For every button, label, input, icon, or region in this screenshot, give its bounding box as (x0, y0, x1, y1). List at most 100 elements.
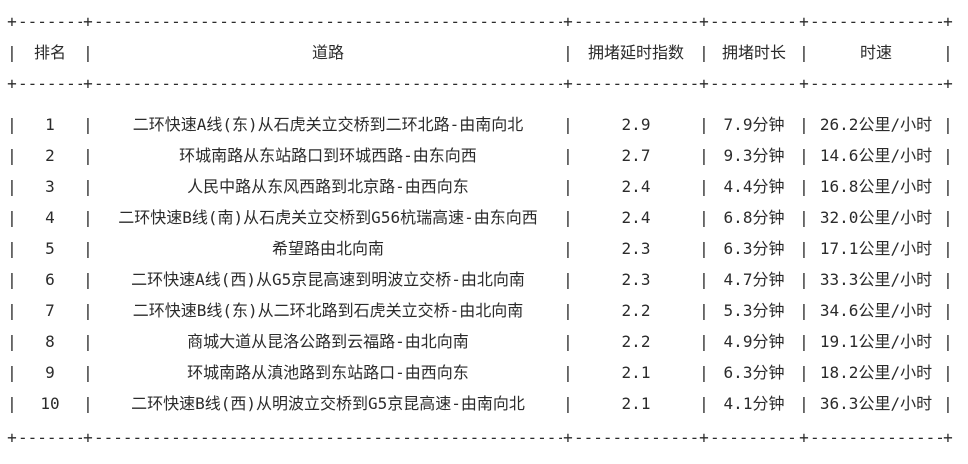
column-separator: | (563, 43, 573, 62)
column-separator: | (563, 208, 573, 227)
border-dash: ----------------------------------------… (18, 12, 82, 31)
cell-delay-index: 2.4 (621, 208, 651, 227)
border-joint: + (563, 74, 573, 93)
column-separator: | (943, 208, 953, 227)
column-separator: | (83, 43, 93, 62)
cell-delay-index: 2.3 (621, 239, 651, 258)
border-joint: + (7, 74, 17, 93)
column-separator: | (799, 43, 809, 62)
cell-delay-index: 2.3 (621, 270, 651, 289)
cell-duration: 7.9分钟 (723, 115, 785, 134)
column-separator: | (7, 177, 17, 196)
column-separator: | (943, 332, 953, 351)
cell-road: 人民中路从东风西路到北京路-由西向东 (187, 177, 469, 196)
column-separator: | (699, 301, 709, 320)
table-row: | 8 | 商城大道从昆洛公路到云福路-由北向南 | 2.2 | 4.9分钟 |… (6, 326, 968, 357)
column-separator: | (563, 115, 573, 134)
column-separator: | (563, 394, 573, 413)
border-dash: ----------------------------------------… (810, 428, 942, 447)
cell-delay-index: 2.1 (621, 363, 651, 382)
cell-road: 二环快速B线(南)从石虎关立交桥到G56杭瑞高速-由东向西 (118, 208, 538, 227)
column-separator: | (83, 239, 93, 258)
table-row: | 5 | 希望路由北向南 | 2.3 | 6.3分钟 | 17.1公里/小时 … (6, 233, 968, 264)
column-separator: | (563, 177, 573, 196)
cell-road: 二环快速A线(西)从G5京昆高速到明波立交桥-由北向南 (131, 270, 525, 289)
border-joint: + (799, 74, 809, 93)
table-row: | 7 | 二环快速B线(东)从二环北路到石虎关立交桥-由北向南 | 2.2 |… (6, 295, 968, 326)
cell-duration: 4.4分钟 (723, 177, 785, 196)
cell-rank: 8 (45, 332, 55, 351)
congestion-ranking-table: + --------------------------------------… (6, 6, 968, 447)
column-separator: | (699, 177, 709, 196)
table-row: | 6 | 二环快速A线(西)从G5京昆高速到明波立交桥-由北向南 | 2.3 … (6, 264, 968, 295)
border-joint: + (83, 12, 93, 31)
column-separator: | (799, 177, 809, 196)
cell-road: 环城南路从东站路口到环城西路-由东向西 (179, 146, 477, 165)
column-separator: | (699, 394, 709, 413)
table-body: | 1 | 二环快速A线(东)从石虎关立交桥到二环北路-由南向北 | 2.9 |… (6, 109, 968, 419)
column-separator: | (799, 270, 809, 289)
table-border-header: + --------------------------------------… (6, 68, 968, 99)
column-separator: | (83, 146, 93, 165)
column-separator: | (7, 208, 17, 227)
column-separator: | (943, 43, 953, 62)
border-joint: + (563, 428, 573, 447)
column-separator: | (799, 239, 809, 258)
column-separator: | (799, 332, 809, 351)
cell-road: 商城大道从昆洛公路到云福路-由北向南 (187, 332, 469, 351)
border-dash: ----------------------------------------… (810, 74, 942, 93)
border-joint: + (83, 74, 93, 93)
column-header-rank: 排名 (33, 43, 66, 62)
cell-rank: 1 (45, 115, 55, 134)
cell-duration: 6.8分钟 (723, 208, 785, 227)
cell-speed: 36.3公里/小时 (819, 394, 933, 413)
cell-rank: 3 (45, 177, 55, 196)
column-separator: | (7, 363, 17, 382)
spacer (6, 99, 968, 109)
column-separator: | (563, 239, 573, 258)
border-dash: ----------------------------------------… (574, 428, 698, 447)
border-dash: ----------------------------------------… (810, 12, 942, 31)
border-joint: + (943, 12, 953, 31)
cell-speed: 33.3公里/小时 (819, 270, 933, 289)
cell-road: 二环快速A线(东)从石虎关立交桥到二环北路-由南向北 (132, 115, 524, 134)
column-separator: | (799, 146, 809, 165)
column-separator: | (699, 239, 709, 258)
column-separator: | (799, 363, 809, 382)
column-separator: | (699, 43, 709, 62)
cell-delay-index: 2.2 (621, 332, 651, 351)
column-header-duration: 拥堵时长 (721, 43, 786, 62)
column-separator: | (699, 270, 709, 289)
border-dash: ----------------------------------------… (710, 12, 798, 31)
cell-duration: 6.3分钟 (723, 239, 785, 258)
border-dash: ----------------------------------------… (18, 428, 82, 447)
border-dash: ----------------------------------------… (574, 12, 698, 31)
border-joint: + (83, 428, 93, 447)
column-separator: | (83, 363, 93, 382)
cell-delay-index: 2.2 (621, 301, 651, 320)
cell-speed: 18.2公里/小时 (819, 363, 933, 382)
column-separator: | (7, 239, 17, 258)
column-separator: | (699, 208, 709, 227)
column-separator: | (943, 146, 953, 165)
column-separator: | (83, 115, 93, 134)
cell-road: 二环快速B线(西)从明波立交桥到G5京昆高速-由南向北 (131, 394, 525, 413)
cell-rank: 10 (40, 394, 60, 413)
cell-road: 希望路由北向南 (271, 239, 384, 258)
border-dash: ----------------------------------------… (94, 12, 562, 31)
border-joint: + (943, 74, 953, 93)
cell-speed: 16.8公里/小时 (819, 177, 933, 196)
column-separator: | (563, 146, 573, 165)
cell-rank: 7 (45, 301, 55, 320)
column-separator: | (563, 363, 573, 382)
table-border-top: + --------------------------------------… (6, 6, 968, 37)
column-separator: | (943, 115, 953, 134)
border-joint: + (699, 428, 709, 447)
cell-delay-index: 2.1 (621, 394, 651, 413)
border-joint: + (799, 12, 809, 31)
cell-speed: 26.2公里/小时 (819, 115, 933, 134)
cell-rank: 6 (45, 270, 55, 289)
column-separator: | (799, 394, 809, 413)
column-separator: | (83, 208, 93, 227)
column-separator: | (699, 146, 709, 165)
